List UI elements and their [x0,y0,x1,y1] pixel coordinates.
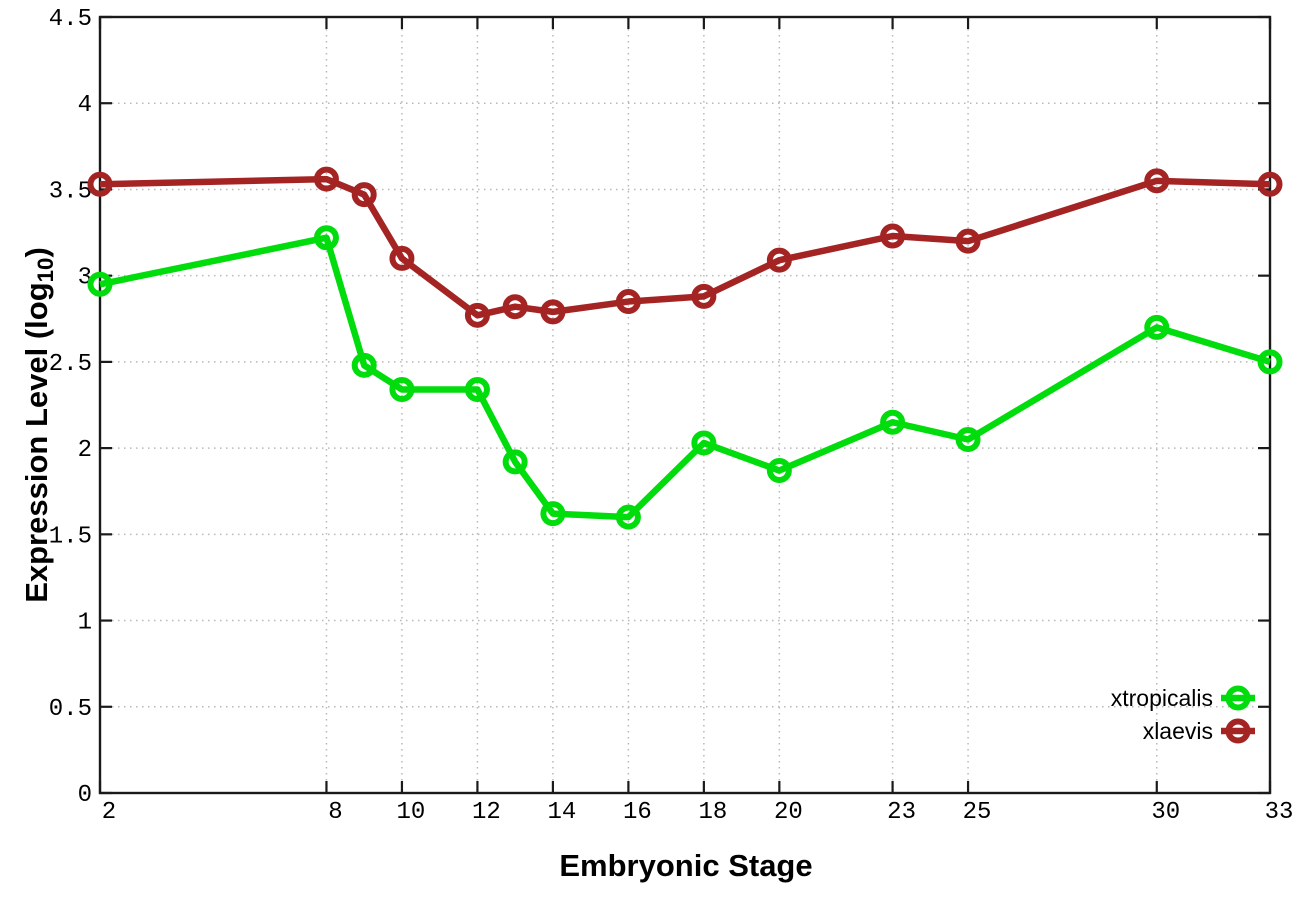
x-tick-label: 30 [1151,799,1180,826]
data-point-xtropicalis [313,225,339,251]
y-tick-label: 1 [78,610,92,637]
plot-border [98,15,1272,795]
y-axis-title-close: ) [19,247,55,258]
data-point-xlaevis [389,245,415,271]
x-tick-label: 25 [963,799,992,826]
x-tick-label: 10 [397,799,426,826]
legend-sample-marker-xtropicalis [1225,685,1251,711]
y-tick-label: 1.5 [49,523,92,550]
legend-label-xtropicalis: xtropicalis [1110,685,1213,711]
data-point-xtropicalis [87,271,113,297]
data-point-xtropicalis [615,504,641,530]
data-point-xlaevis [351,182,377,208]
y-tick-label: 0 [78,782,92,809]
x-tick-label: 33 [1265,799,1294,826]
y-tick-label: 4 [78,92,92,119]
data-point-xlaevis [766,247,792,273]
y-axis-title: Expression Level (log10) [19,247,59,603]
data-point-xtropicalis [1144,314,1170,340]
data-point-xtropicalis [351,352,377,378]
data-point-xtropicalis [691,430,717,456]
y-tick-label: 2 [78,437,92,464]
y-axis-title-text: Expression Level (log [19,282,55,603]
data-point-xtropicalis [502,449,528,475]
x-tick-label: 20 [774,799,803,826]
data-point-xlaevis [691,283,717,309]
data-point-xlaevis [87,171,113,197]
data-point-xtropicalis [766,458,792,484]
x-tick-label: 12 [472,799,501,826]
y-tick-label: 4.5 [49,6,92,33]
data-point-xlaevis [1257,171,1283,197]
y-tick-label: 3.5 [49,178,92,205]
legend-label-xlaevis: xlaevis [1142,718,1213,744]
x-axis-title: Embryonic Stage [559,848,813,883]
data-point-xlaevis [955,228,981,254]
y-tick-label: 2.5 [49,351,92,378]
data-point-xtropicalis [540,501,566,527]
data-point-xlaevis [1144,168,1170,194]
data-point-xlaevis [313,166,339,192]
x-tick-label: 18 [698,799,727,826]
x-tick-label: 16 [623,799,652,826]
data-point-xtropicalis [464,376,490,402]
legend: xtropicalis xlaevis [1111,682,1213,748]
legend-sample-marker-xlaevis [1225,718,1251,744]
data-point-xlaevis [502,294,528,320]
y-axis-title-subscript: 10 [32,257,58,283]
data-point-xtropicalis [880,409,906,435]
series-line-xtropicalis [99,234,1271,521]
data-point-xlaevis [540,299,566,325]
x-tick-label: 23 [887,799,916,826]
data-point-xtropicalis [1257,349,1283,375]
data-point-xtropicalis [389,376,415,402]
y-tick-label: 0.5 [49,696,92,723]
x-tick-label: 2 [102,799,116,826]
x-tick-label: 8 [328,799,342,826]
data-point-xlaevis [464,302,490,328]
data-point-xtropicalis [955,426,981,452]
data-point-xlaevis [880,223,906,249]
x-tick-label: 14 [547,799,576,826]
data-point-xlaevis [615,289,641,315]
